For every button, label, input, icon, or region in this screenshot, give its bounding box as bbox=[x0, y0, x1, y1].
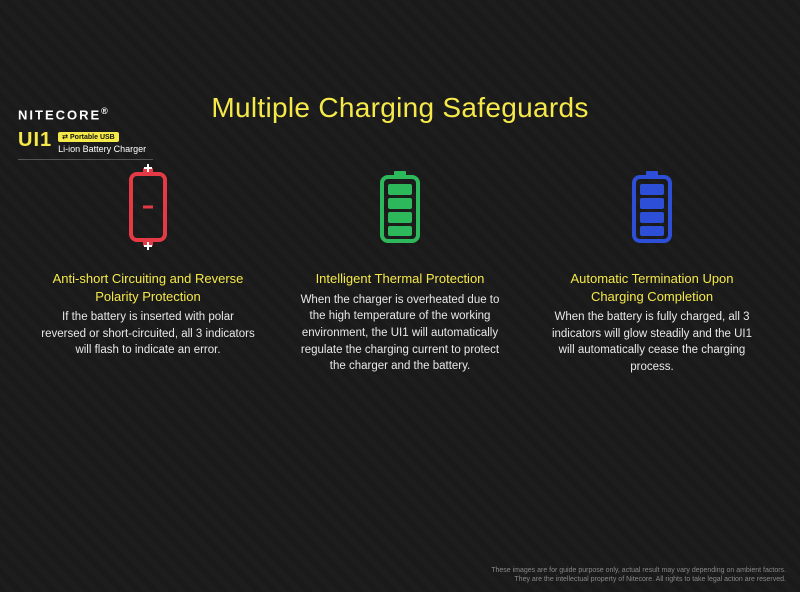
disclaimer: These images are for guide purpose only,… bbox=[491, 566, 786, 584]
usb-badge: ⇄ Portable USB bbox=[58, 132, 119, 142]
feature-title: Automatic Termination Upon Charging Comp… bbox=[544, 270, 760, 305]
feature-reverse-polarity: Anti-short Circuiting and Reverse Polari… bbox=[40, 162, 256, 376]
feature-title: Anti-short Circuiting and Reverse Polari… bbox=[40, 270, 256, 305]
brand-name: NITECORE® bbox=[18, 106, 146, 122]
reverse-polarity-icon bbox=[40, 162, 256, 252]
feature-auto-termination: Automatic Termination Upon Charging Comp… bbox=[544, 162, 760, 376]
feature-desc: If the battery is inserted with polar re… bbox=[40, 309, 256, 359]
product-subtitle: Li-ion Battery Charger bbox=[58, 144, 146, 155]
model-name: UI1 bbox=[18, 129, 52, 152]
feature-desc: When the battery is fully charged, all 3… bbox=[544, 309, 760, 376]
feature-title: Intelligent Thermal Protection bbox=[292, 270, 508, 288]
auto-termination-icon bbox=[544, 162, 760, 252]
header-divider bbox=[18, 159, 153, 160]
feature-thermal: Intelligent Thermal Protection When the … bbox=[292, 162, 508, 376]
header: NITECORE® UI1 ⇄ Portable USB Li-ion Batt… bbox=[18, 106, 146, 155]
feature-desc: When the charger is overheated due to th… bbox=[292, 292, 508, 375]
thermal-icon bbox=[292, 162, 508, 252]
features-row: Anti-short Circuiting and Reverse Polari… bbox=[0, 162, 800, 376]
